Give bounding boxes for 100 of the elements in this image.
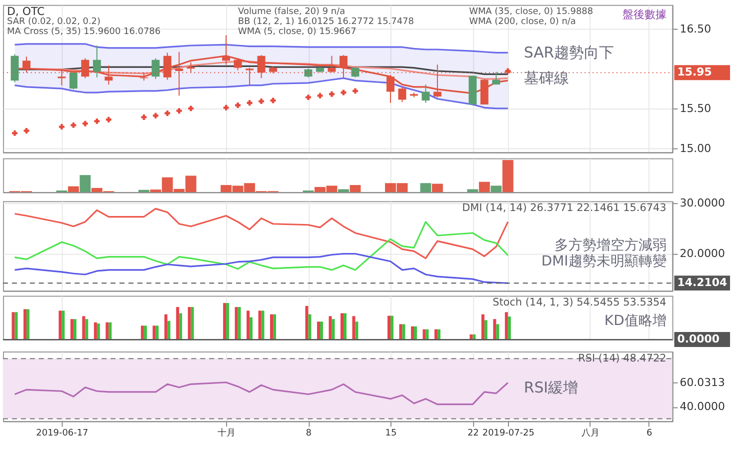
bar: [422, 329, 426, 340]
bar: [261, 310, 264, 340]
bar: [490, 186, 502, 192]
candlestick: [234, 58, 242, 71]
bar: [414, 326, 417, 340]
annotation: 多方勢增空方減弱: [554, 238, 666, 254]
x-tick-label: 8: [306, 428, 312, 439]
bar: [80, 175, 91, 192]
bar: [62, 310, 65, 340]
bar: [502, 160, 514, 192]
bar: [437, 329, 440, 340]
bar: [481, 314, 484, 340]
ref-line-label: 0.0000: [677, 332, 720, 346]
x-tick-label: 2019-06-17: [36, 428, 88, 439]
bar: [399, 324, 402, 340]
bar: [320, 322, 324, 340]
bar: [340, 313, 344, 340]
bar: [467, 189, 478, 192]
candlestick: [492, 71, 500, 86]
y-tick-label: 16.50: [680, 22, 712, 36]
point: [329, 91, 334, 97]
point: [58, 124, 64, 130]
bar: [270, 314, 274, 340]
bar: [176, 307, 180, 340]
bar: [410, 326, 414, 340]
bar: [223, 303, 226, 340]
chart-subtitle: 盤後數據: [622, 8, 666, 21]
bar: [190, 307, 194, 340]
point: [12, 130, 18, 136]
bar: [70, 319, 74, 340]
annotation: WMA (35, close, 0) 15.9888: [469, 6, 594, 17]
point: [235, 102, 241, 108]
annotation: DMI趨勢未明顯轉變: [541, 254, 666, 270]
bar: [144, 326, 147, 340]
bar: [26, 309, 30, 340]
bar: [164, 314, 168, 340]
ref-line-label: 15.95: [677, 66, 712, 79]
point: [223, 104, 229, 110]
point: [106, 116, 112, 122]
x-tick-label: 6: [646, 428, 652, 439]
bar: [317, 322, 320, 340]
bar: [167, 320, 170, 340]
line-series: [14, 382, 509, 406]
line-series: [14, 43, 509, 54]
annotation: WMA (200, close, 0) n/a: [469, 16, 576, 27]
point: [164, 110, 170, 116]
bar: [108, 322, 112, 340]
candlestick: [152, 58, 160, 80]
annotation: SAR (0.02, 0.02, 0.2): [6, 16, 101, 27]
point: [152, 112, 158, 118]
point: [94, 118, 100, 124]
bar: [68, 186, 79, 192]
point: [24, 128, 30, 134]
bar: [305, 306, 308, 340]
x-tick-label: 15: [385, 428, 397, 439]
bar: [387, 316, 390, 340]
annotation: Stoch (14, 1, 3) 54.5455 53.5354: [492, 296, 667, 309]
bar: [188, 307, 191, 340]
annotation: KD值略增: [604, 313, 666, 330]
line-series: [14, 252, 509, 284]
bar: [402, 324, 406, 340]
bar: [226, 303, 230, 340]
bar: [504, 312, 508, 340]
point: [352, 88, 358, 94]
bar: [12, 312, 15, 340]
bar: [94, 322, 97, 340]
bar: [96, 323, 100, 340]
candlestick: [422, 84, 430, 104]
bar: [246, 310, 250, 340]
bar: [238, 307, 241, 340]
annotation: DMI (14, 14) 26.3771 22.1461 15.6743: [462, 202, 666, 214]
bar: [14, 312, 18, 340]
point: [176, 108, 182, 114]
bar: [140, 326, 144, 340]
point: [306, 94, 312, 100]
bar: [179, 313, 182, 340]
bar: [152, 326, 156, 340]
x-tick-label: 八月: [582, 428, 600, 439]
bar: [106, 322, 109, 340]
bar: [250, 317, 253, 340]
bar: [82, 316, 86, 340]
bar: [258, 310, 262, 340]
annotation: RSI (14) 48.4722: [578, 352, 666, 364]
annotation: Volume (false, 20) 9 n/a: [238, 6, 346, 17]
bar: [434, 329, 438, 340]
line-series: [14, 221, 509, 271]
bar: [328, 316, 332, 340]
annotation: 墓碑線: [524, 69, 569, 88]
bar: [478, 182, 490, 192]
x-tick-label: 22: [467, 428, 479, 439]
line-series: [14, 77, 509, 110]
bar: [308, 314, 312, 340]
point: [246, 100, 252, 106]
ref-line-label: 14.2104: [677, 276, 728, 290]
bar: [432, 184, 443, 192]
chart-title: D, OTC: [6, 4, 45, 18]
bar: [23, 309, 26, 340]
bar: [420, 183, 432, 192]
y-tick-label: 15.00: [680, 142, 712, 155]
bar: [390, 316, 394, 340]
